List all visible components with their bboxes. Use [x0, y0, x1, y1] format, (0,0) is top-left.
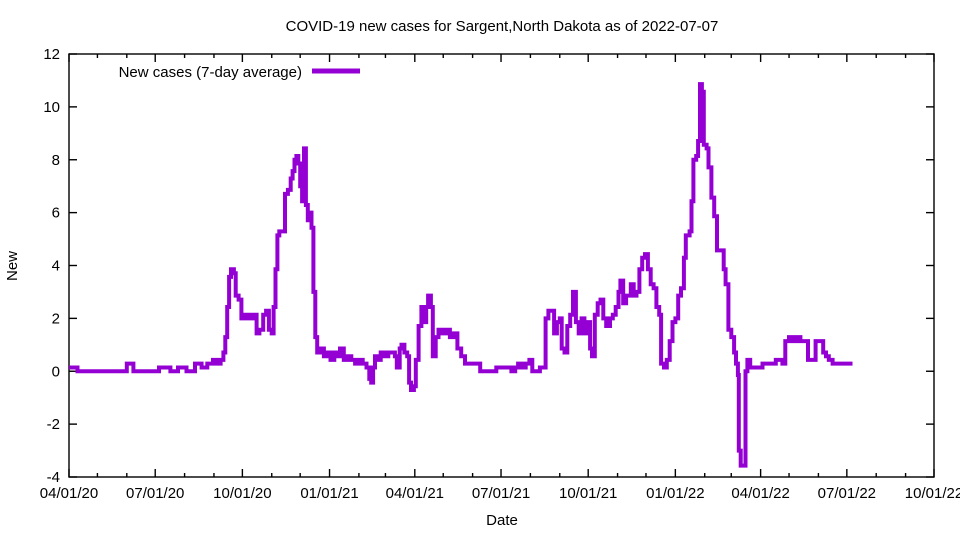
- svg-text:10/01/20: 10/01/20: [213, 485, 271, 502]
- legend-label: New cases (7-day average): [119, 64, 302, 81]
- svg-text:10: 10: [43, 99, 60, 116]
- svg-text:0: 0: [52, 363, 60, 380]
- axis-ticks: [68, 53, 935, 478]
- svg-text:8: 8: [52, 152, 60, 169]
- svg-text:07/01/21: 07/01/21: [472, 485, 530, 502]
- svg-text:2: 2: [52, 310, 60, 327]
- svg-text:01/01/22: 01/01/22: [646, 485, 704, 502]
- svg-text:4: 4: [52, 258, 60, 275]
- svg-text:6: 6: [52, 205, 60, 222]
- svg-text:10/01/21: 10/01/21: [559, 485, 617, 502]
- chart-title: COVID-19 new cases for Sargent,North Dak…: [286, 18, 719, 35]
- svg-text:07/01/22: 07/01/22: [818, 485, 876, 502]
- svg-text:07/01/20: 07/01/20: [126, 485, 184, 502]
- legend: New cases (7-day average): [119, 64, 360, 81]
- plot-border: [68, 53, 935, 478]
- svg-text:-2: -2: [47, 416, 60, 433]
- y-axis-label: New: [4, 251, 21, 281]
- svg-text:10/01/22: 10/01/22: [905, 485, 960, 502]
- axis-tick-labels: -4 -2 0 2 4 6 8 10 12 04/01/20 07/01/20 10/01/20 01/…: [40, 46, 960, 502]
- svg-text:-4: -4: [47, 469, 60, 486]
- svg-text:12: 12: [43, 46, 60, 63]
- svg-text:04/01/20: 04/01/20: [40, 485, 98, 502]
- new-cases-line: [69, 82, 853, 468]
- svg-text:01/01/21: 01/01/21: [300, 485, 358, 502]
- svg-text:04/01/22: 04/01/22: [731, 485, 789, 502]
- svg-text:04/01/21: 04/01/21: [386, 485, 444, 502]
- x-axis-label: Date: [486, 512, 518, 529]
